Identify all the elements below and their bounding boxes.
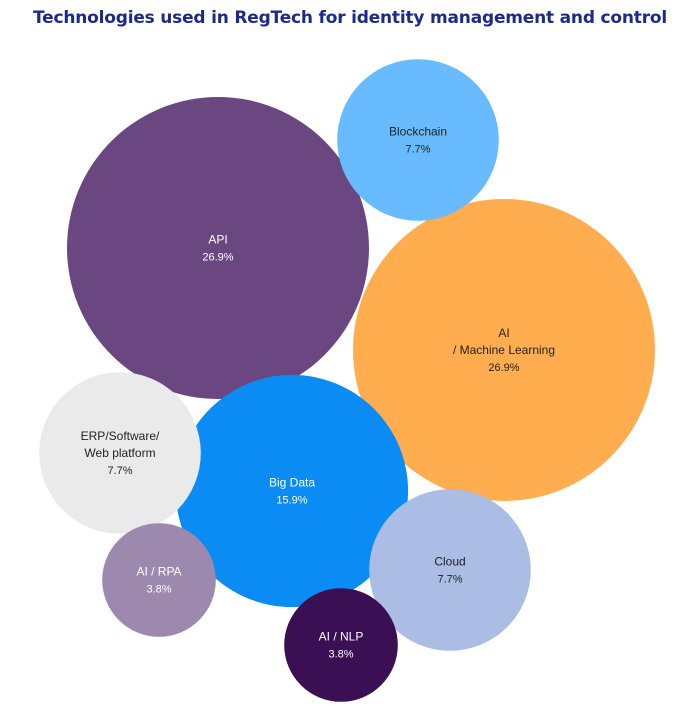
- bubble-value: 7.7%: [437, 574, 462, 586]
- bubble-value: 3.8%: [328, 649, 353, 661]
- bubble-1: AI / Machine Learning 26.9%: [353, 199, 655, 501]
- bubble-circle: [175, 374, 409, 608]
- bubble-value: 3.8%: [146, 584, 171, 596]
- bubble-value: 7.7%: [107, 465, 132, 477]
- bubble-label: AI / NLP: [319, 630, 364, 644]
- bubble-label: Web platform: [84, 446, 155, 460]
- bubble-5: Cloud 7.7%: [369, 489, 531, 651]
- bubble-circle: [284, 588, 398, 702]
- bubble-circle: [102, 523, 216, 637]
- chart-title: Technologies used in RegTech for identit…: [32, 8, 667, 28]
- bubble-7: AI / NLP 3.8%: [284, 588, 398, 702]
- bubble-circle: [369, 489, 531, 651]
- bubble-value: 26.9%: [202, 252, 233, 264]
- bubble-label: ERP/Software/: [81, 429, 160, 443]
- bubble-circle: [353, 199, 655, 501]
- bubble-0: API 26.9%: [67, 97, 369, 399]
- bubble-circle: [67, 97, 369, 399]
- bubble-value: 7.7%: [405, 144, 430, 156]
- bubble-label: / Machine Learning: [453, 343, 555, 357]
- bubble-circle: [39, 372, 201, 534]
- bubble-6: AI / RPA 3.8%: [102, 523, 216, 637]
- bubble-2: Big Data 15.9%: [175, 374, 409, 608]
- bubble-circle: [337, 59, 499, 221]
- bubble-label: AI: [498, 326, 509, 340]
- bubble-label: Big Data: [269, 476, 315, 490]
- bubble-value: 15.9%: [276, 495, 307, 507]
- bubble-label: Cloud: [434, 555, 465, 569]
- bubble-label: AI / RPA: [136, 565, 181, 579]
- bubble-4: ERP/Software/Web platform 7.7%: [39, 372, 201, 534]
- bubble-3: Blockchain 7.7%: [337, 59, 499, 221]
- bubble-label: Blockchain: [389, 125, 447, 139]
- bubble-label: API: [208, 233, 227, 247]
- bubble-value: 26.9%: [488, 362, 519, 374]
